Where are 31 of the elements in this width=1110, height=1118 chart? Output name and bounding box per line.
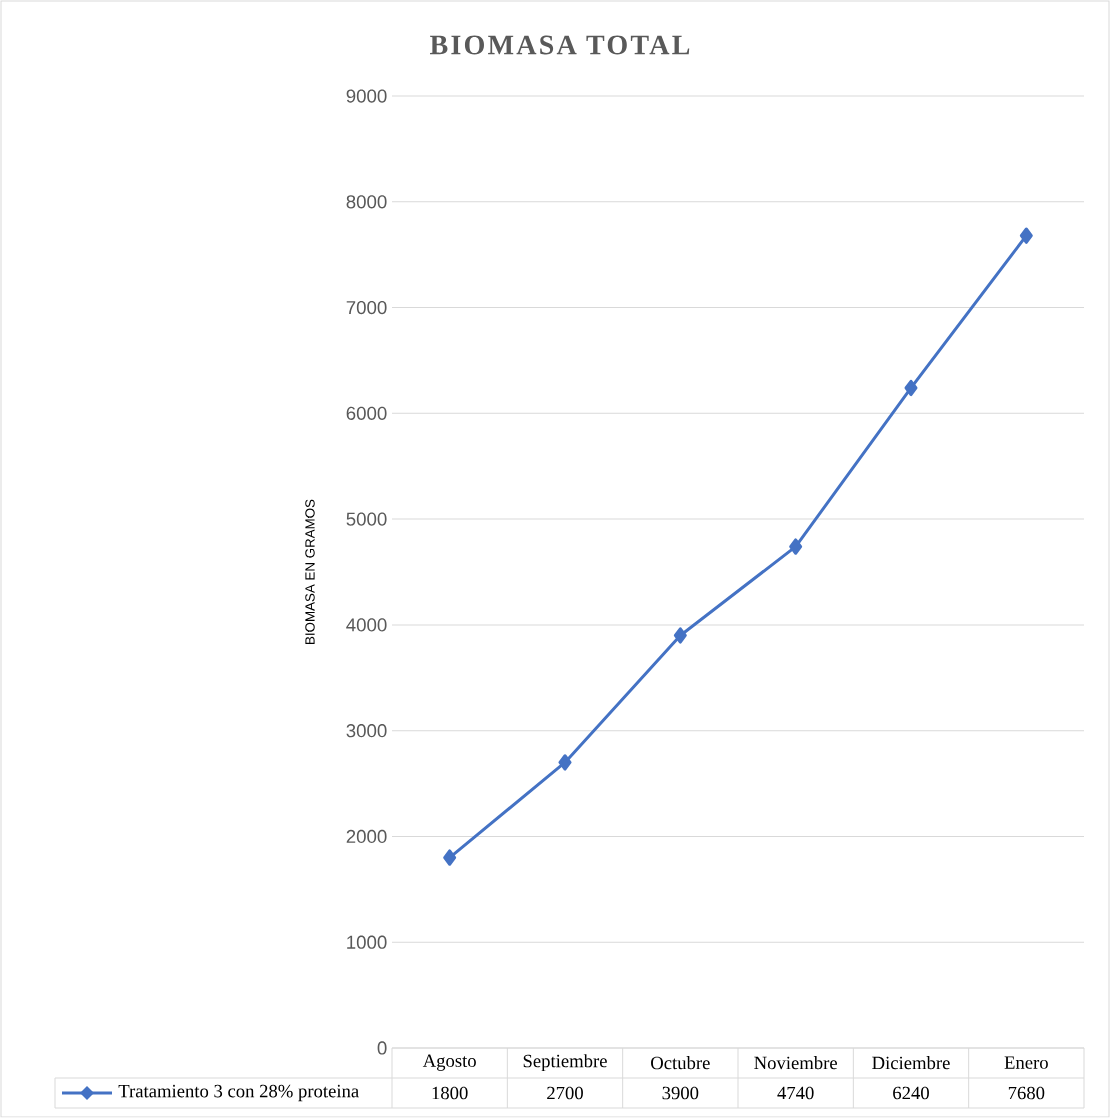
y-tick-label: 6000	[346, 406, 387, 420]
legend-label: Tratamiento 3 con 28% proteina	[118, 1084, 359, 1102]
x-tick-label: Agosto	[422, 1054, 476, 1071]
y-tick-label: 7000	[346, 300, 387, 315]
data-label: 6240	[893, 1086, 929, 1100]
x-tick-label: Noviembre	[754, 1056, 837, 1070]
data-label: 7680	[1008, 1086, 1045, 1100]
y-tick-label: 2000	[346, 829, 387, 844]
x-tick-label: Octubre	[651, 1056, 710, 1070]
data-label: 3900	[662, 1086, 699, 1100]
y-tick-label: 5000	[346, 512, 387, 526]
y-tick-label: 3000	[346, 724, 387, 738]
x-tick-label: Enero	[1004, 1056, 1048, 1069]
y-tick-label: 9000	[346, 89, 387, 103]
data-label: 2700	[547, 1086, 583, 1100]
data-label: 4740	[777, 1086, 814, 1100]
chart-title: BIOMASA TOTAL	[430, 35, 690, 55]
y-tick-label: 0	[377, 1041, 387, 1055]
y-tick-label: 4000	[346, 618, 387, 632]
y-tick-label: 1000	[347, 935, 387, 949]
data-label: 1800	[432, 1086, 468, 1100]
x-tick-label: Diciembre	[872, 1056, 950, 1070]
x-tick-label: Septiembre	[523, 1054, 607, 1072]
y-tick-label: 8000	[346, 195, 387, 209]
y-axis-title: BIOMASA EN GRAMOS	[305, 499, 315, 644]
point	[673, 627, 687, 644]
point	[1019, 227, 1033, 244]
point	[789, 538, 803, 555]
point	[558, 754, 572, 771]
point	[904, 379, 918, 397]
point	[443, 849, 457, 866]
